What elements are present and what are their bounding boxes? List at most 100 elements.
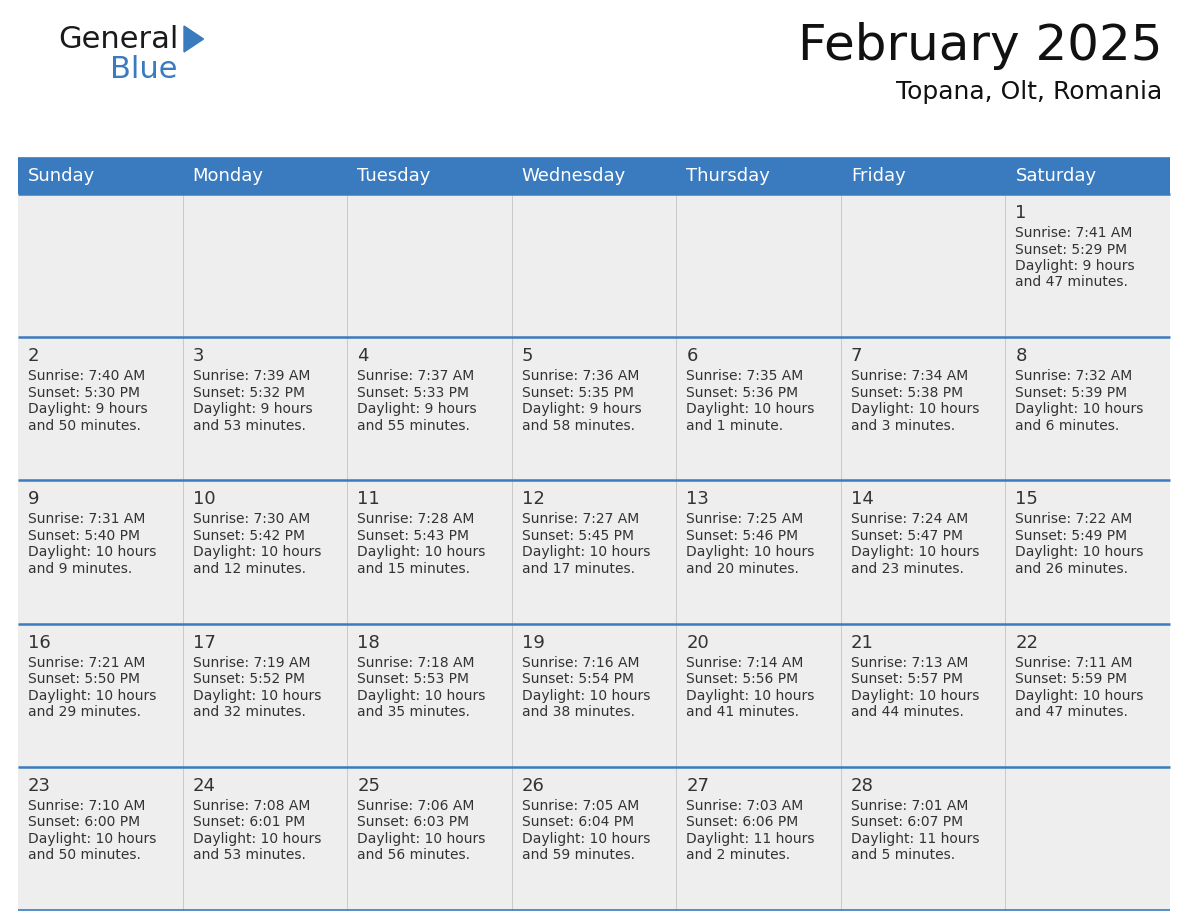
Text: Daylight: 9 hours: Daylight: 9 hours — [522, 402, 642, 416]
Text: Daylight: 10 hours: Daylight: 10 hours — [192, 688, 321, 702]
Text: Daylight: 10 hours: Daylight: 10 hours — [687, 688, 815, 702]
Text: and 55 minutes.: and 55 minutes. — [358, 419, 470, 432]
Text: and 5 minutes.: and 5 minutes. — [851, 848, 955, 862]
Text: Daylight: 10 hours: Daylight: 10 hours — [358, 688, 486, 702]
Text: Sunrise: 7:19 AM: Sunrise: 7:19 AM — [192, 655, 310, 669]
Text: and 23 minutes.: and 23 minutes. — [851, 562, 963, 576]
Text: and 47 minutes.: and 47 minutes. — [1016, 275, 1129, 289]
Text: Sunset: 5:57 PM: Sunset: 5:57 PM — [851, 672, 962, 686]
Text: 18: 18 — [358, 633, 380, 652]
Text: and 50 minutes.: and 50 minutes. — [29, 419, 141, 432]
Text: Daylight: 9 hours: Daylight: 9 hours — [29, 402, 147, 416]
Text: and 44 minutes.: and 44 minutes. — [851, 705, 963, 719]
Bar — [18, 767, 1170, 910]
Text: Daylight: 10 hours: Daylight: 10 hours — [522, 688, 650, 702]
Text: Daylight: 10 hours: Daylight: 10 hours — [358, 545, 486, 559]
Text: Daylight: 10 hours: Daylight: 10 hours — [192, 832, 321, 845]
Text: Sunset: 5:54 PM: Sunset: 5:54 PM — [522, 672, 633, 686]
Text: and 38 minutes.: and 38 minutes. — [522, 705, 634, 719]
Text: Sunrise: 7:25 AM: Sunrise: 7:25 AM — [687, 512, 803, 526]
Text: Daylight: 9 hours: Daylight: 9 hours — [358, 402, 476, 416]
Text: Sunset: 6:06 PM: Sunset: 6:06 PM — [687, 815, 798, 829]
Text: 27: 27 — [687, 777, 709, 795]
Text: 24: 24 — [192, 777, 215, 795]
Text: Sunset: 6:03 PM: Sunset: 6:03 PM — [358, 815, 469, 829]
Text: and 41 minutes.: and 41 minutes. — [687, 705, 800, 719]
Text: 14: 14 — [851, 490, 873, 509]
Text: and 50 minutes.: and 50 minutes. — [29, 848, 141, 862]
Text: Sunset: 5:56 PM: Sunset: 5:56 PM — [687, 672, 798, 686]
Text: Sunset: 5:46 PM: Sunset: 5:46 PM — [687, 529, 798, 543]
Text: 21: 21 — [851, 633, 873, 652]
Text: and 3 minutes.: and 3 minutes. — [851, 419, 955, 432]
Text: Sunrise: 7:03 AM: Sunrise: 7:03 AM — [687, 799, 803, 812]
Text: and 59 minutes.: and 59 minutes. — [522, 848, 634, 862]
Text: Sunday: Sunday — [29, 167, 95, 185]
Text: Daylight: 10 hours: Daylight: 10 hours — [687, 545, 815, 559]
Text: Daylight: 10 hours: Daylight: 10 hours — [687, 402, 815, 416]
Text: 26: 26 — [522, 777, 544, 795]
Text: Sunset: 5:42 PM: Sunset: 5:42 PM — [192, 529, 304, 543]
Text: Daylight: 10 hours: Daylight: 10 hours — [192, 545, 321, 559]
Text: and 2 minutes.: and 2 minutes. — [687, 848, 790, 862]
Text: 10: 10 — [192, 490, 215, 509]
Text: Daylight: 10 hours: Daylight: 10 hours — [1016, 402, 1144, 416]
Text: 13: 13 — [687, 490, 709, 509]
Text: and 47 minutes.: and 47 minutes. — [1016, 705, 1129, 719]
Text: Blue: Blue — [110, 55, 177, 84]
Text: 7: 7 — [851, 347, 862, 365]
Text: Daylight: 10 hours: Daylight: 10 hours — [1016, 545, 1144, 559]
Text: Sunset: 5:38 PM: Sunset: 5:38 PM — [851, 386, 963, 399]
Bar — [18, 480, 1170, 623]
Text: Sunrise: 7:27 AM: Sunrise: 7:27 AM — [522, 512, 639, 526]
Text: 8: 8 — [1016, 347, 1026, 365]
Text: Sunset: 5:39 PM: Sunset: 5:39 PM — [1016, 386, 1127, 399]
Text: 23: 23 — [29, 777, 51, 795]
Text: Daylight: 10 hours: Daylight: 10 hours — [29, 832, 157, 845]
Text: and 15 minutes.: and 15 minutes. — [358, 562, 470, 576]
Text: Sunset: 5:50 PM: Sunset: 5:50 PM — [29, 672, 140, 686]
Text: and 26 minutes.: and 26 minutes. — [1016, 562, 1129, 576]
Text: Daylight: 10 hours: Daylight: 10 hours — [1016, 688, 1144, 702]
Text: and 56 minutes.: and 56 minutes. — [358, 848, 470, 862]
Text: Daylight: 10 hours: Daylight: 10 hours — [522, 545, 650, 559]
Text: and 6 minutes.: and 6 minutes. — [1016, 419, 1119, 432]
Text: 1: 1 — [1016, 204, 1026, 222]
Text: Sunset: 5:47 PM: Sunset: 5:47 PM — [851, 529, 962, 543]
Text: and 17 minutes.: and 17 minutes. — [522, 562, 634, 576]
Text: Daylight: 9 hours: Daylight: 9 hours — [192, 402, 312, 416]
Text: Daylight: 10 hours: Daylight: 10 hours — [29, 545, 157, 559]
Text: Sunset: 5:36 PM: Sunset: 5:36 PM — [687, 386, 798, 399]
Text: and 32 minutes.: and 32 minutes. — [192, 705, 305, 719]
Text: Sunset: 5:52 PM: Sunset: 5:52 PM — [192, 672, 304, 686]
Text: Daylight: 10 hours: Daylight: 10 hours — [851, 545, 979, 559]
Text: 5: 5 — [522, 347, 533, 365]
Text: 3: 3 — [192, 347, 204, 365]
Text: Sunrise: 7:13 AM: Sunrise: 7:13 AM — [851, 655, 968, 669]
Text: Sunset: 5:35 PM: Sunset: 5:35 PM — [522, 386, 633, 399]
Text: Monday: Monday — [192, 167, 264, 185]
Bar — [18, 158, 1170, 194]
Text: Sunset: 5:59 PM: Sunset: 5:59 PM — [1016, 672, 1127, 686]
Text: and 58 minutes.: and 58 minutes. — [522, 419, 634, 432]
Text: Sunset: 5:33 PM: Sunset: 5:33 PM — [358, 386, 469, 399]
Text: and 35 minutes.: and 35 minutes. — [358, 705, 470, 719]
Text: Sunset: 6:01 PM: Sunset: 6:01 PM — [192, 815, 305, 829]
Text: Daylight: 10 hours: Daylight: 10 hours — [522, 832, 650, 845]
Text: 28: 28 — [851, 777, 873, 795]
Text: Sunrise: 7:36 AM: Sunrise: 7:36 AM — [522, 369, 639, 383]
Text: Sunrise: 7:28 AM: Sunrise: 7:28 AM — [358, 512, 474, 526]
Text: Sunrise: 7:08 AM: Sunrise: 7:08 AM — [192, 799, 310, 812]
Text: Sunrise: 7:39 AM: Sunrise: 7:39 AM — [192, 369, 310, 383]
Text: Sunset: 5:49 PM: Sunset: 5:49 PM — [1016, 529, 1127, 543]
Text: Tuesday: Tuesday — [358, 167, 430, 185]
Text: Daylight: 10 hours: Daylight: 10 hours — [851, 688, 979, 702]
Text: and 1 minute.: and 1 minute. — [687, 419, 783, 432]
Text: Sunset: 5:43 PM: Sunset: 5:43 PM — [358, 529, 469, 543]
Text: Topana, Olt, Romania: Topana, Olt, Romania — [896, 80, 1162, 104]
Text: 22: 22 — [1016, 633, 1038, 652]
Text: 2: 2 — [29, 347, 39, 365]
Text: Sunrise: 7:14 AM: Sunrise: 7:14 AM — [687, 655, 803, 669]
Text: 19: 19 — [522, 633, 544, 652]
Text: Sunrise: 7:24 AM: Sunrise: 7:24 AM — [851, 512, 968, 526]
